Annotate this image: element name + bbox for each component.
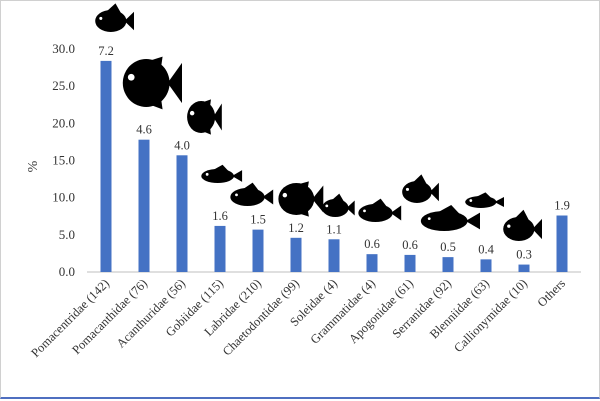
bar <box>518 264 530 272</box>
bar <box>214 225 226 272</box>
bar <box>442 257 454 272</box>
data-labels: 7.2 4.6 4.0 1.6 1.5 1.2 1.1 0.6 0.6 0.5 0.4 0.3 1.9 <box>98 44 570 262</box>
data-label: 1.1 <box>326 222 342 236</box>
wrasse-icon <box>230 182 274 206</box>
category-label: Acanthuridae (56) <box>114 276 188 350</box>
category-label: Callionymidae (10) <box>451 276 530 355</box>
category-labels: Pomacentridae (142)Pomacanthidae (76)Aca… <box>28 276 568 360</box>
y-tick-label: 15.0 <box>52 153 75 168</box>
basslet-icon <box>358 198 402 222</box>
bar <box>290 237 302 272</box>
fish-icons <box>95 3 542 241</box>
bar <box>138 139 150 272</box>
data-label: 0.3 <box>516 248 532 262</box>
data-label: 1.6 <box>212 209 228 223</box>
bars <box>100 60 568 272</box>
category-label: Others <box>535 276 569 310</box>
data-label: 7.2 <box>98 44 114 58</box>
dragonet-icon <box>503 209 542 241</box>
bar <box>252 229 264 272</box>
bar <box>556 215 568 272</box>
damselfish-icon <box>95 3 134 32</box>
data-label: 0.5 <box>440 240 456 254</box>
data-label: 4.0 <box>174 138 190 152</box>
y-tick-label: 0.0 <box>59 264 75 279</box>
y-tick-label: 30.0 <box>52 41 75 56</box>
bar <box>366 254 378 272</box>
grouper-icon <box>420 205 480 231</box>
data-label: 1.2 <box>288 221 304 235</box>
blenny-icon <box>465 192 504 208</box>
y-axis: 0.0 5.0 10.0 15.0 20.0 25.0 30.0 <box>52 41 75 279</box>
bar <box>176 155 188 272</box>
data-label: 4.6 <box>136 123 152 137</box>
y-tick-label: 20.0 <box>52 115 75 130</box>
cardinalfish-icon <box>402 174 439 203</box>
data-label: 0.6 <box>364 237 380 251</box>
bar <box>100 60 112 272</box>
sole-icon <box>322 193 355 217</box>
y-axis-label: % <box>26 160 41 172</box>
y-tick-label: 5.0 <box>59 227 75 242</box>
category-label: Grammatidae (4) <box>308 276 379 347</box>
data-label: 1.5 <box>250 213 266 227</box>
bar <box>328 239 340 272</box>
butterflyfish-icon <box>278 181 324 217</box>
data-label: 1.9 <box>554 199 570 213</box>
data-label: 0.6 <box>402 238 418 252</box>
bar <box>404 254 416 272</box>
goby-icon <box>201 164 243 183</box>
surgeonfish-icon <box>187 99 222 135</box>
angelfish-icon <box>122 56 182 110</box>
y-tick-label: 10.0 <box>52 190 75 205</box>
y-tick-label: 25.0 <box>52 78 75 93</box>
data-label: 0.4 <box>478 242 494 256</box>
bar <box>480 259 492 272</box>
